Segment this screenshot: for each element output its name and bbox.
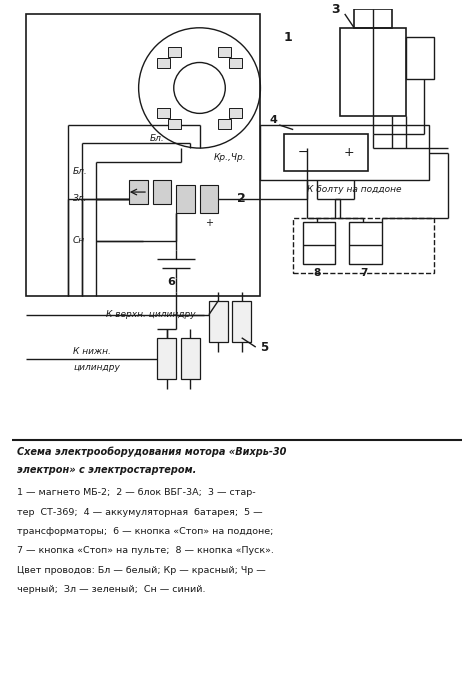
Bar xyxy=(349,222,382,264)
Text: черный;  Зл — зеленый;  Сн — синий.: черный; Зл — зеленый; Сн — синий. xyxy=(17,585,205,594)
Text: 3: 3 xyxy=(331,3,340,16)
Bar xyxy=(157,108,170,118)
Bar xyxy=(260,125,429,180)
Text: Схема электрооборудования мотора «Вихрь-30: Схема электрооборудования мотора «Вихрь-… xyxy=(17,447,286,457)
Text: К верхн. цилиндру: К верхн. цилиндру xyxy=(106,310,195,319)
Bar xyxy=(209,301,228,342)
Bar xyxy=(302,222,336,264)
Text: 6: 6 xyxy=(167,277,175,288)
Text: трансформаторы;  6 — кнопка «Стоп» на поддоне;: трансформаторы; 6 — кнопка «Стоп» на под… xyxy=(17,527,273,536)
Bar xyxy=(200,185,218,213)
Bar xyxy=(153,180,172,204)
Text: Кр.,Чр.: Кр.,Чр. xyxy=(214,153,246,162)
Text: 1 — магнето МБ-2;  2 — блок ВБГ-3А;  3 — стар-: 1 — магнето МБ-2; 2 — блок ВБГ-3А; 3 — с… xyxy=(17,488,255,497)
Text: 5: 5 xyxy=(260,341,269,354)
Text: +: + xyxy=(344,146,355,159)
Text: 4: 4 xyxy=(270,115,278,126)
Bar xyxy=(129,180,148,204)
Text: тер  СТ-369;  4 — аккумуляторная  батарея;  5 —: тер СТ-369; 4 — аккумуляторная батарея; … xyxy=(17,507,263,516)
Text: 8: 8 xyxy=(313,268,320,278)
Bar xyxy=(181,338,200,380)
Bar xyxy=(340,28,406,115)
Bar xyxy=(218,119,231,128)
Bar xyxy=(157,58,170,68)
Bar xyxy=(284,135,368,171)
Text: Бл.: Бл. xyxy=(150,135,165,143)
Bar xyxy=(176,185,195,213)
Text: −: − xyxy=(297,146,308,159)
Text: К болту на поддоне: К болту на поддоне xyxy=(307,185,401,194)
Text: Бл.: Бл. xyxy=(73,167,88,176)
Bar xyxy=(229,108,242,118)
Text: 1: 1 xyxy=(284,31,292,44)
Text: Сн: Сн xyxy=(73,236,85,245)
Text: 2: 2 xyxy=(237,193,246,206)
Bar xyxy=(232,301,251,342)
Text: 7 — кнопка «Стоп» на пульте;  8 — кнопка «Пуск».: 7 — кнопка «Стоп» на пульте; 8 — кнопка … xyxy=(17,546,273,555)
Text: цилиндру: цилиндру xyxy=(73,363,120,372)
Text: Цвет проводов: Бл — белый; Кр — красный; Чр —: Цвет проводов: Бл — белый; Кр — красный;… xyxy=(17,566,265,575)
Text: электрон» с электростартером.: электрон» с электростартером. xyxy=(17,465,196,475)
Bar xyxy=(168,47,181,57)
Circle shape xyxy=(174,62,225,113)
Bar xyxy=(354,10,392,28)
Text: +: + xyxy=(205,217,213,227)
Bar xyxy=(218,47,231,57)
Bar xyxy=(157,338,176,380)
Text: К нижн.: К нижн. xyxy=(73,347,111,357)
Text: Зл.: Зл. xyxy=(73,195,87,204)
Bar xyxy=(26,14,260,296)
Bar xyxy=(293,217,434,273)
Bar xyxy=(406,37,434,79)
Text: 7: 7 xyxy=(360,268,367,278)
Bar xyxy=(229,58,242,68)
Bar xyxy=(168,119,181,128)
